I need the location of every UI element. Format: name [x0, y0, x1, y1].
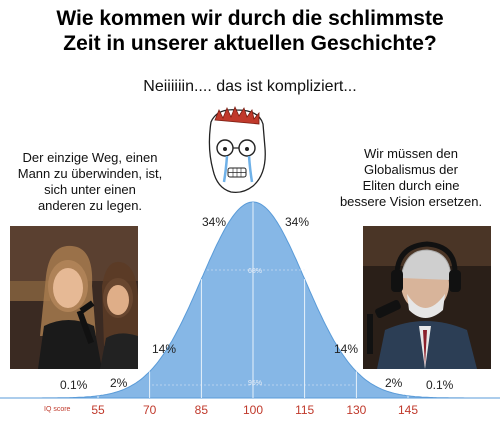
- right-photo-man-headphones: [363, 226, 491, 369]
- iq-bell-curve: [0, 201, 500, 399]
- inner-label-95: 95%: [247, 380, 262, 387]
- left-quote: Der einzige Weg, einen Mann zu überwinde…: [10, 150, 170, 214]
- crying-wojak-face: [208, 105, 266, 194]
- pct-below-55: 0.1%: [60, 378, 88, 392]
- iq-tick-115: 115: [295, 403, 315, 417]
- title-line-1: Wie kommen wir durch die schlimmste: [56, 7, 444, 30]
- left-quote-line-3: sich unter einen: [44, 182, 136, 197]
- iq-tick-85: 85: [194, 403, 208, 417]
- pct-above-145: 0.1%: [426, 378, 454, 392]
- pct-100-115: 34%: [285, 215, 310, 229]
- iq-tick-55: 55: [91, 403, 105, 417]
- pct-55-70: 2%: [110, 376, 128, 390]
- meme-title: Wie kommen wir durch die schlimmste Zeit…: [0, 6, 500, 56]
- pct-70-85: 14%: [152, 342, 177, 356]
- pct-115-130: 14%: [334, 342, 359, 356]
- left-quote-line-4: anderen zu legen.: [37, 198, 143, 213]
- left-quote-line-1: Der einzige Weg, einen: [22, 150, 158, 165]
- bell-curve-area: [0, 201, 500, 399]
- wojak-speech: Neiiiiiin.... das ist kompliziert...: [143, 78, 357, 95]
- iq-score-axis-label: IQ score: [44, 406, 71, 413]
- title-line-2: Zeit in unserer aktuellen Geschichte?: [63, 32, 437, 55]
- right-quote-line-2: Globalismus der: [364, 162, 458, 177]
- left-photo-women-interview: [10, 226, 138, 369]
- right-quote: Wir müssen den Globalismus der Eliten du…: [326, 146, 496, 210]
- right-quote-line-3: Eliten durch eine: [362, 178, 460, 193]
- iq-tick-130: 130: [346, 403, 367, 417]
- right-quote-line-1: Wir müssen den: [364, 146, 458, 161]
- left-quote-line-2: Mann zu überwinden, ist,: [17, 166, 163, 181]
- iq-tick-100: 100: [242, 403, 264, 417]
- inner-label-68: 68%: [247, 268, 262, 275]
- iq-tick-145: 145: [397, 403, 419, 417]
- pct-130-145: 2%: [385, 376, 403, 390]
- sd-divider-lines: [97, 202, 409, 398]
- pct-85-100: 34%: [202, 215, 227, 229]
- iq-tick-70: 70: [142, 403, 157, 417]
- right-quote-line-4: bessere Vision ersetzen.: [339, 194, 483, 209]
